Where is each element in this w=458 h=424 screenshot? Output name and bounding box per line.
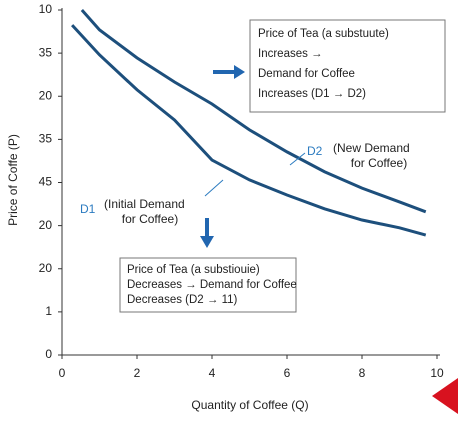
x-tick-label: 2 [134,366,141,380]
annotation-text: Increases (D1 → D2) [258,88,366,100]
y-tick-label: 45 [39,175,53,189]
y-tick-label: 10 [39,2,53,16]
arrow-head [234,65,245,79]
demand-curve [80,9,427,214]
connector [204,179,224,197]
x-tick-label: 10 [430,366,444,380]
y-tick-label: 20 [39,261,53,275]
annotation-text: Demand for Coffee [258,68,355,80]
annotation-text: Increases → [258,48,323,60]
x-tick-label: 4 [209,366,216,380]
annotation-text: Price of Tea (a substuute) [258,28,389,40]
series-label: D2 [307,144,323,158]
series-description: (Initial Demand [104,197,185,211]
y-tick-label: 35 [39,45,53,59]
series-label: D1 [80,202,96,216]
demand-curve [71,24,427,237]
y-tick-label: 35 [39,132,53,146]
annotation-box [119,257,297,313]
corner-marker [432,378,458,414]
series-description: for Coffee) [351,156,407,170]
x-tick-label: 6 [284,366,291,380]
annotation-box [249,19,446,113]
y-tick-label: 20 [39,218,53,232]
annotation-text: Decreases → Demand for Coffee [127,279,297,291]
series-description: (New Demand [333,141,410,155]
arrow-head [200,236,214,248]
series-description: for Coffee) [122,212,178,226]
y-tick-label: 1 [45,304,52,318]
annotation-text: Decreases (D2 → 11) [127,294,238,306]
x-axis-label: Quantity of Coffee (Q) [191,398,308,412]
x-tick-label: 8 [359,366,366,380]
y-tick-label: 20 [39,88,53,102]
y-axis-label: Price of Coffe (P) [6,134,20,226]
x-tick-label: 0 [59,366,66,380]
y-tick-label: 0 [45,347,52,361]
connector [289,152,306,166]
annotation-text: Price of Tea (a substiouie) [127,264,260,276]
